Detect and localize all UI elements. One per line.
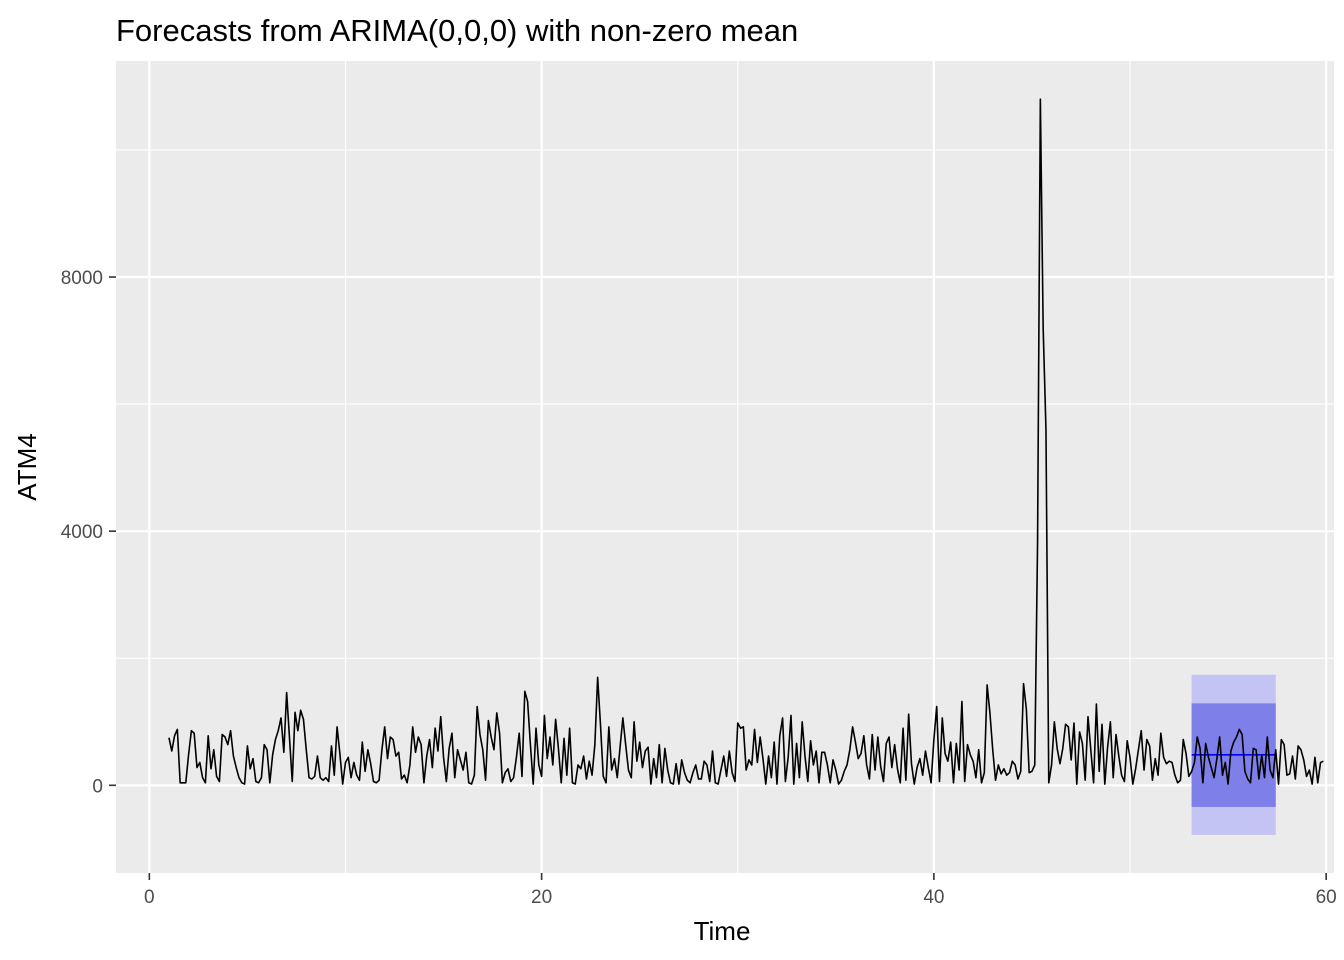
y-tick-label: 0 (92, 776, 103, 797)
axis-ticks (109, 276, 1327, 880)
y-tick-label: 4000 (61, 522, 103, 543)
grid-major (116, 61, 1334, 873)
series-line (168, 98, 1324, 785)
observed-series (168, 98, 1324, 785)
x-tick-label: 0 (144, 887, 155, 908)
tick-labels: 0 20 40 60 0 4000 8000 (61, 268, 1337, 908)
grid-minor (116, 61, 1334, 873)
y-tick-label: 8000 (61, 268, 103, 289)
x-axis-title: Time (694, 916, 751, 946)
x-tick-label: 20 (531, 887, 552, 908)
x-tick-label: 60 (1316, 887, 1337, 908)
x-tick-label: 40 (923, 887, 944, 908)
chart-title: Forecasts from ARIMA(0,0,0) with non-zer… (116, 13, 798, 48)
plot-panel (116, 61, 1334, 873)
y-axis-title: ATM4 (12, 433, 42, 500)
